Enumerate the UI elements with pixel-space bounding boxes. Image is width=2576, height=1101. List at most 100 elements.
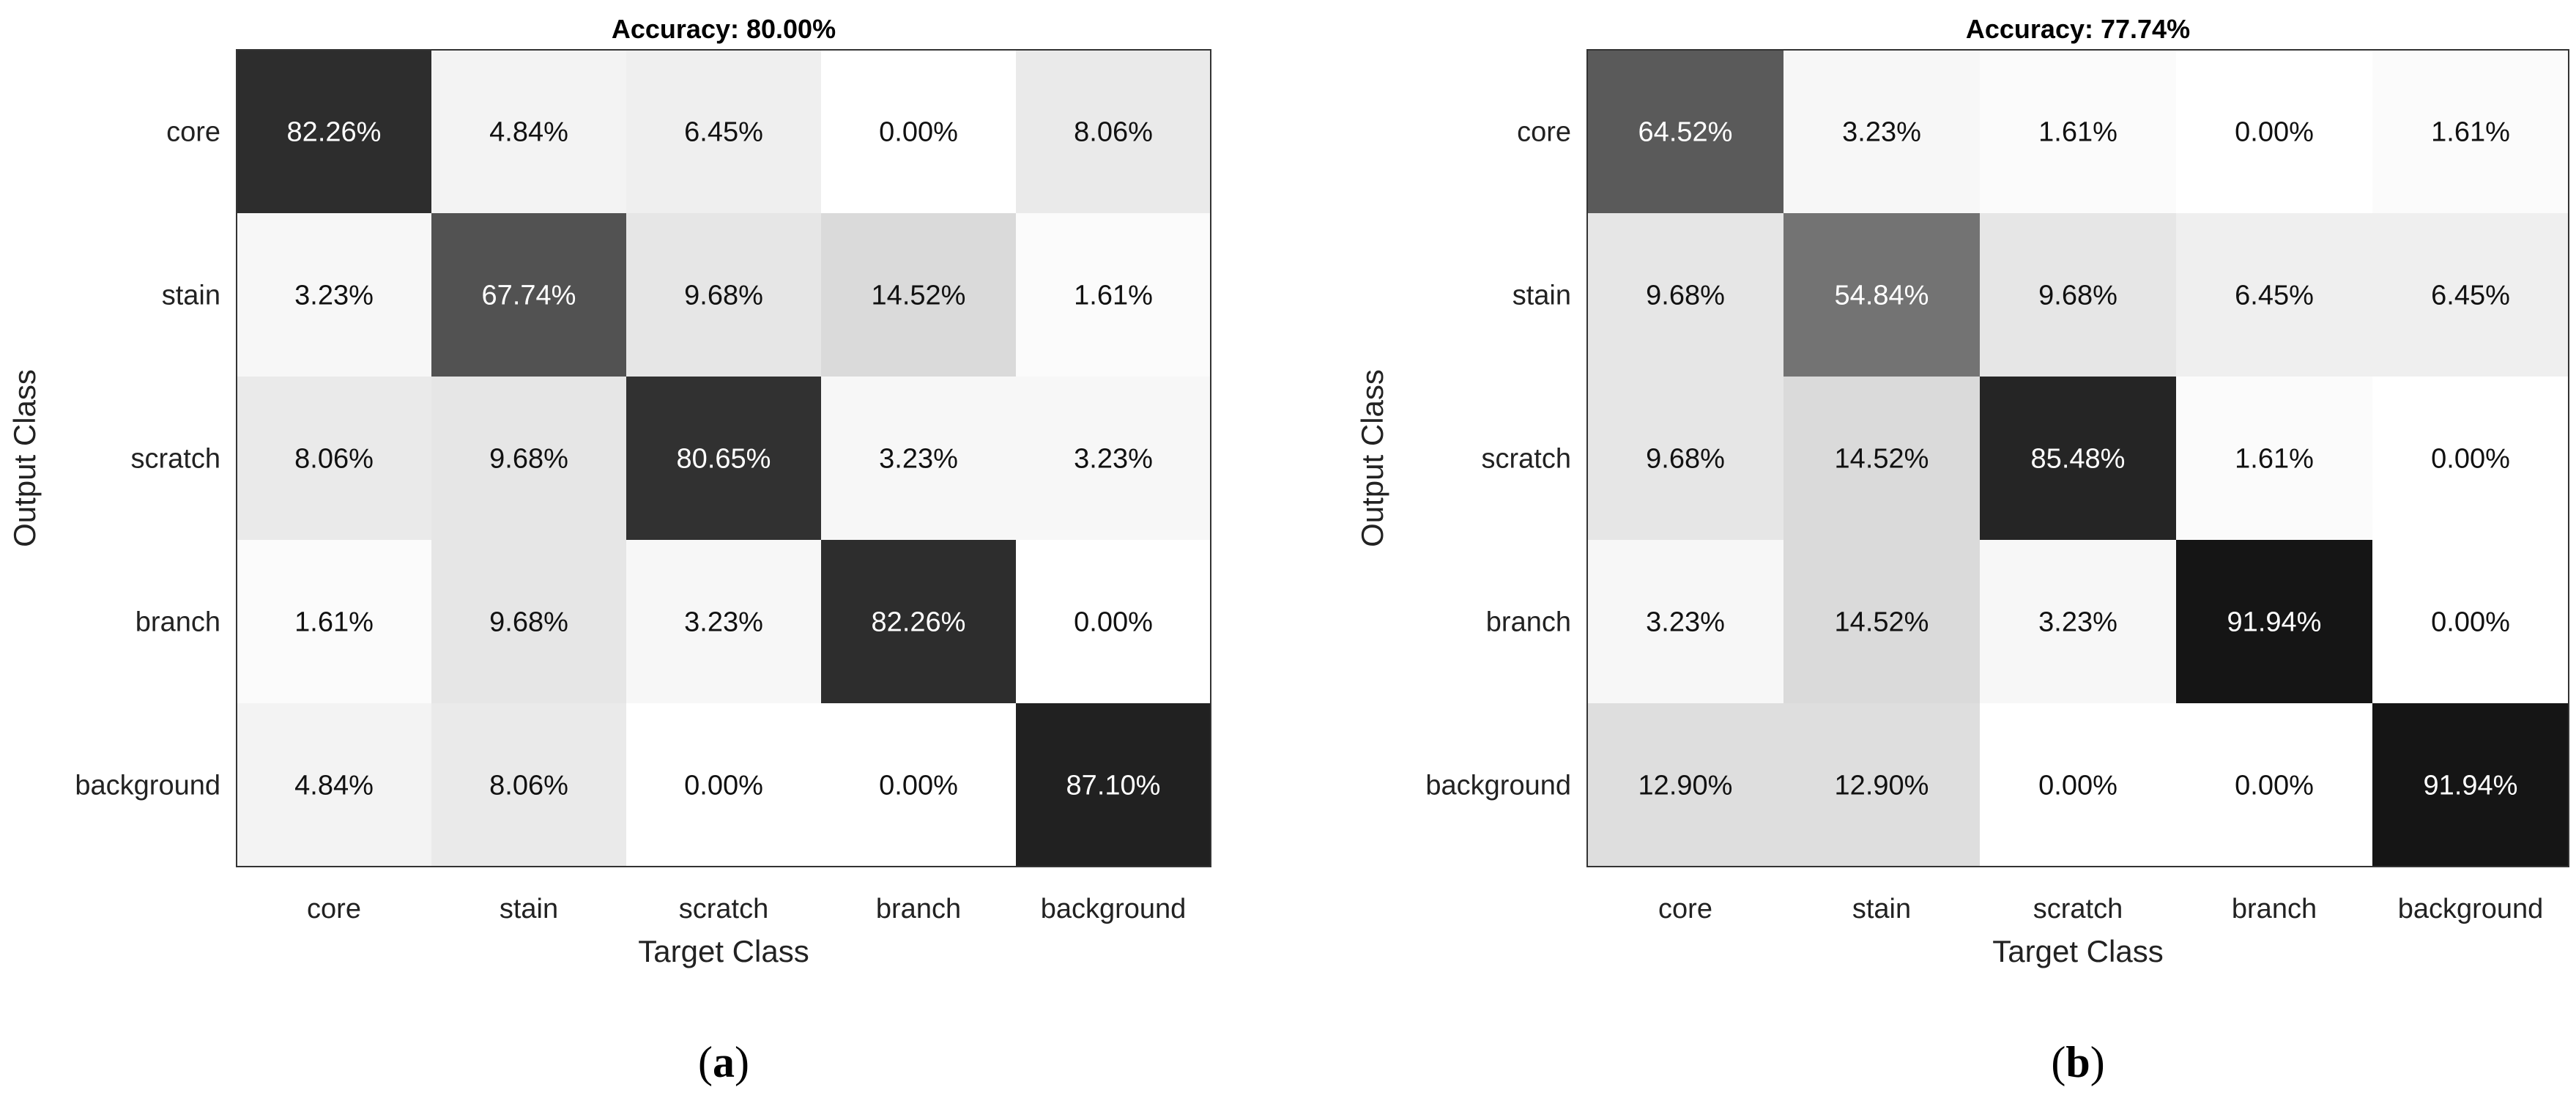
matrix-cell-b-2-2 bbox=[1980, 377, 2177, 541]
matrix-cell-b-0-0 bbox=[1587, 50, 1784, 214]
y-axis-label-b: Output Class bbox=[1355, 369, 1389, 547]
cell-label-b-1-3: 6.45% bbox=[2235, 281, 2314, 311]
cell-label-a-4-1: 8.06% bbox=[489, 771, 568, 801]
matrix-cell-a-3-3 bbox=[821, 540, 1017, 704]
matrix-cell-b-4-1 bbox=[1783, 703, 1981, 867]
matrix-cell-b-3-1 bbox=[1783, 540, 1981, 704]
cell-label-a-0-2: 6.45% bbox=[684, 117, 763, 148]
matrix-cell-b-1-3 bbox=[2176, 213, 2373, 377]
x-tick-label-a-2: scratch bbox=[679, 894, 768, 924]
cell-label-b-4-0: 12.90% bbox=[1638, 771, 1733, 801]
cell-label-b-4-1: 12.90% bbox=[1835, 771, 1929, 801]
cell-label-b-3-1: 14.52% bbox=[1835, 607, 1929, 638]
matrix-cell-a-1-4 bbox=[1016, 213, 1211, 377]
matrix-cell-a-1-2 bbox=[626, 213, 822, 377]
cell-label-b-2-2: 85.48% bbox=[2031, 444, 2126, 475]
y-tick-label-b-0: core bbox=[1517, 117, 1571, 148]
matrix-cell-b-3-4 bbox=[2372, 540, 2569, 704]
y-tick-label-a-1: stain bbox=[162, 281, 220, 311]
matrix-cells-b: 64.52% 3.23% 1.61% 0.00% 1.61% 9.68% 54.84% 9.6… bbox=[1587, 50, 2569, 867]
plot-frame-b bbox=[1586, 49, 2569, 867]
cell-label-b-3-3: 91.94% bbox=[2227, 607, 2322, 638]
matrix-cell-b-2-3 bbox=[2176, 377, 2373, 541]
y-tick-label-a-0: core bbox=[166, 117, 220, 148]
cell-label-b-1-1: 54.84% bbox=[1835, 281, 1929, 311]
matrix-cell-a-4-3 bbox=[821, 703, 1017, 867]
matrix-cell-a-1-0 bbox=[237, 213, 432, 377]
matrix-cell-b-2-4 bbox=[2372, 377, 2569, 541]
y-tick-label-b-2: scratch bbox=[1482, 444, 1571, 475]
matrix-cell-a-4-2 bbox=[626, 703, 822, 867]
matrix-cell-a-3-0 bbox=[237, 540, 432, 704]
x-tick-label-b-2: scratch bbox=[2033, 894, 2123, 924]
cell-label-b-0-1: 3.23% bbox=[1842, 117, 1921, 148]
matrix-cell-b-0-4 bbox=[2372, 50, 2569, 214]
matrix-cell-a-2-0 bbox=[237, 377, 432, 541]
matrix-cell-a-0-4 bbox=[1016, 50, 1211, 214]
cell-label-a-1-3: 14.52% bbox=[872, 281, 966, 311]
x-axis-label-a: Target Class bbox=[638, 934, 809, 968]
cell-label-b-2-1: 14.52% bbox=[1835, 444, 1929, 475]
x-tick-label-b-1: stain bbox=[1852, 894, 1911, 924]
matrix-cell-b-1-0 bbox=[1587, 213, 1784, 377]
matrix-cell-a-2-2 bbox=[626, 377, 822, 541]
cell-label-a-3-1: 9.68% bbox=[489, 607, 568, 638]
cell-label-b-3-0: 3.23% bbox=[1646, 607, 1725, 638]
matrix-cell-b-4-2 bbox=[1980, 703, 2177, 867]
matrix-cell-a-0-0 bbox=[237, 50, 432, 214]
matrix-cell-b-3-0 bbox=[1587, 540, 1784, 704]
matrix-cell-a-1-3 bbox=[821, 213, 1017, 377]
cell-label-a-0-0: 82.26% bbox=[287, 117, 382, 148]
cell-label-b-1-2: 9.68% bbox=[2038, 281, 2117, 311]
cell-label-b-0-2: 1.61% bbox=[2038, 117, 2117, 148]
cell-label-a-4-2: 0.00% bbox=[684, 771, 763, 801]
cell-label-b-3-4: 0.00% bbox=[2431, 607, 2510, 638]
cell-label-a-3-2: 3.23% bbox=[684, 607, 763, 638]
matrix-cell-b-3-2 bbox=[1980, 540, 2177, 704]
cell-label-a-4-4: 87.10% bbox=[1066, 771, 1161, 801]
cell-label-a-4-3: 0.00% bbox=[879, 771, 958, 801]
x-tick-label-a-0: core bbox=[307, 894, 361, 924]
matrix-cell-a-0-3 bbox=[821, 50, 1017, 214]
cell-label-a-2-0: 8.06% bbox=[294, 444, 374, 475]
matrix-cell-a-2-4 bbox=[1016, 377, 1211, 541]
matrix-cell-b-2-0 bbox=[1587, 377, 1784, 541]
y-tick-label-a-3: branch bbox=[136, 607, 220, 638]
cell-label-a-4-0: 4.84% bbox=[294, 771, 374, 801]
panel-label-b: (b) bbox=[2051, 1038, 2104, 1086]
cell-label-b-1-0: 9.68% bbox=[1646, 281, 1725, 311]
matrix-cell-b-4-3 bbox=[2176, 703, 2373, 867]
chart-title-b: Accuracy: 77.74% bbox=[1966, 14, 2190, 44]
cell-label-b-4-2: 0.00% bbox=[2038, 771, 2117, 801]
matrix-cell-a-2-1 bbox=[431, 377, 627, 541]
cell-label-b-2-4: 0.00% bbox=[2431, 444, 2510, 475]
matrix-cell-a-3-2 bbox=[626, 540, 822, 704]
cell-label-a-2-2: 80.65% bbox=[677, 444, 771, 475]
cell-label-a-1-0: 3.23% bbox=[294, 281, 374, 311]
panel-label-a: (a) bbox=[698, 1038, 749, 1086]
matrix-cell-b-1-2 bbox=[1980, 213, 2177, 377]
y-tick-label-b-1: stain bbox=[1512, 281, 1571, 311]
cell-label-b-2-0: 9.68% bbox=[1646, 444, 1725, 475]
x-tick-label-a-4: background bbox=[1041, 894, 1187, 924]
matrix-cell-b-4-4 bbox=[2372, 703, 2569, 867]
cell-label-b-4-3: 0.00% bbox=[2235, 771, 2314, 801]
x-tick-label-b-3: branch bbox=[2232, 894, 2317, 924]
matrix-cell-a-4-4 bbox=[1016, 703, 1211, 867]
matrix-cell-b-0-2 bbox=[1980, 50, 2177, 214]
cell-label-a-2-3: 3.23% bbox=[879, 444, 958, 475]
cell-label-a-3-4: 0.00% bbox=[1074, 607, 1153, 638]
cell-label-b-4-4: 91.94% bbox=[2424, 771, 2518, 801]
y-tick-label-b-4: background bbox=[1425, 771, 1571, 801]
matrix-cell-a-3-1 bbox=[431, 540, 627, 704]
cell-label-b-0-0: 64.52% bbox=[1638, 117, 1733, 148]
cell-label-a-2-4: 3.23% bbox=[1074, 444, 1153, 475]
cell-label-a-1-1: 67.74% bbox=[482, 281, 576, 311]
y-axis-label-a: Output Class bbox=[7, 369, 42, 547]
cell-label-b-3-2: 3.23% bbox=[2038, 607, 2117, 638]
cell-label-a-1-2: 9.68% bbox=[684, 281, 763, 311]
confusion-matrix-a: Accuracy: 80.00% Target Class Output Cla… bbox=[7, 14, 1211, 1086]
matrix-cell-a-4-0 bbox=[237, 703, 432, 867]
cell-label-b-2-3: 1.61% bbox=[2235, 444, 2314, 475]
